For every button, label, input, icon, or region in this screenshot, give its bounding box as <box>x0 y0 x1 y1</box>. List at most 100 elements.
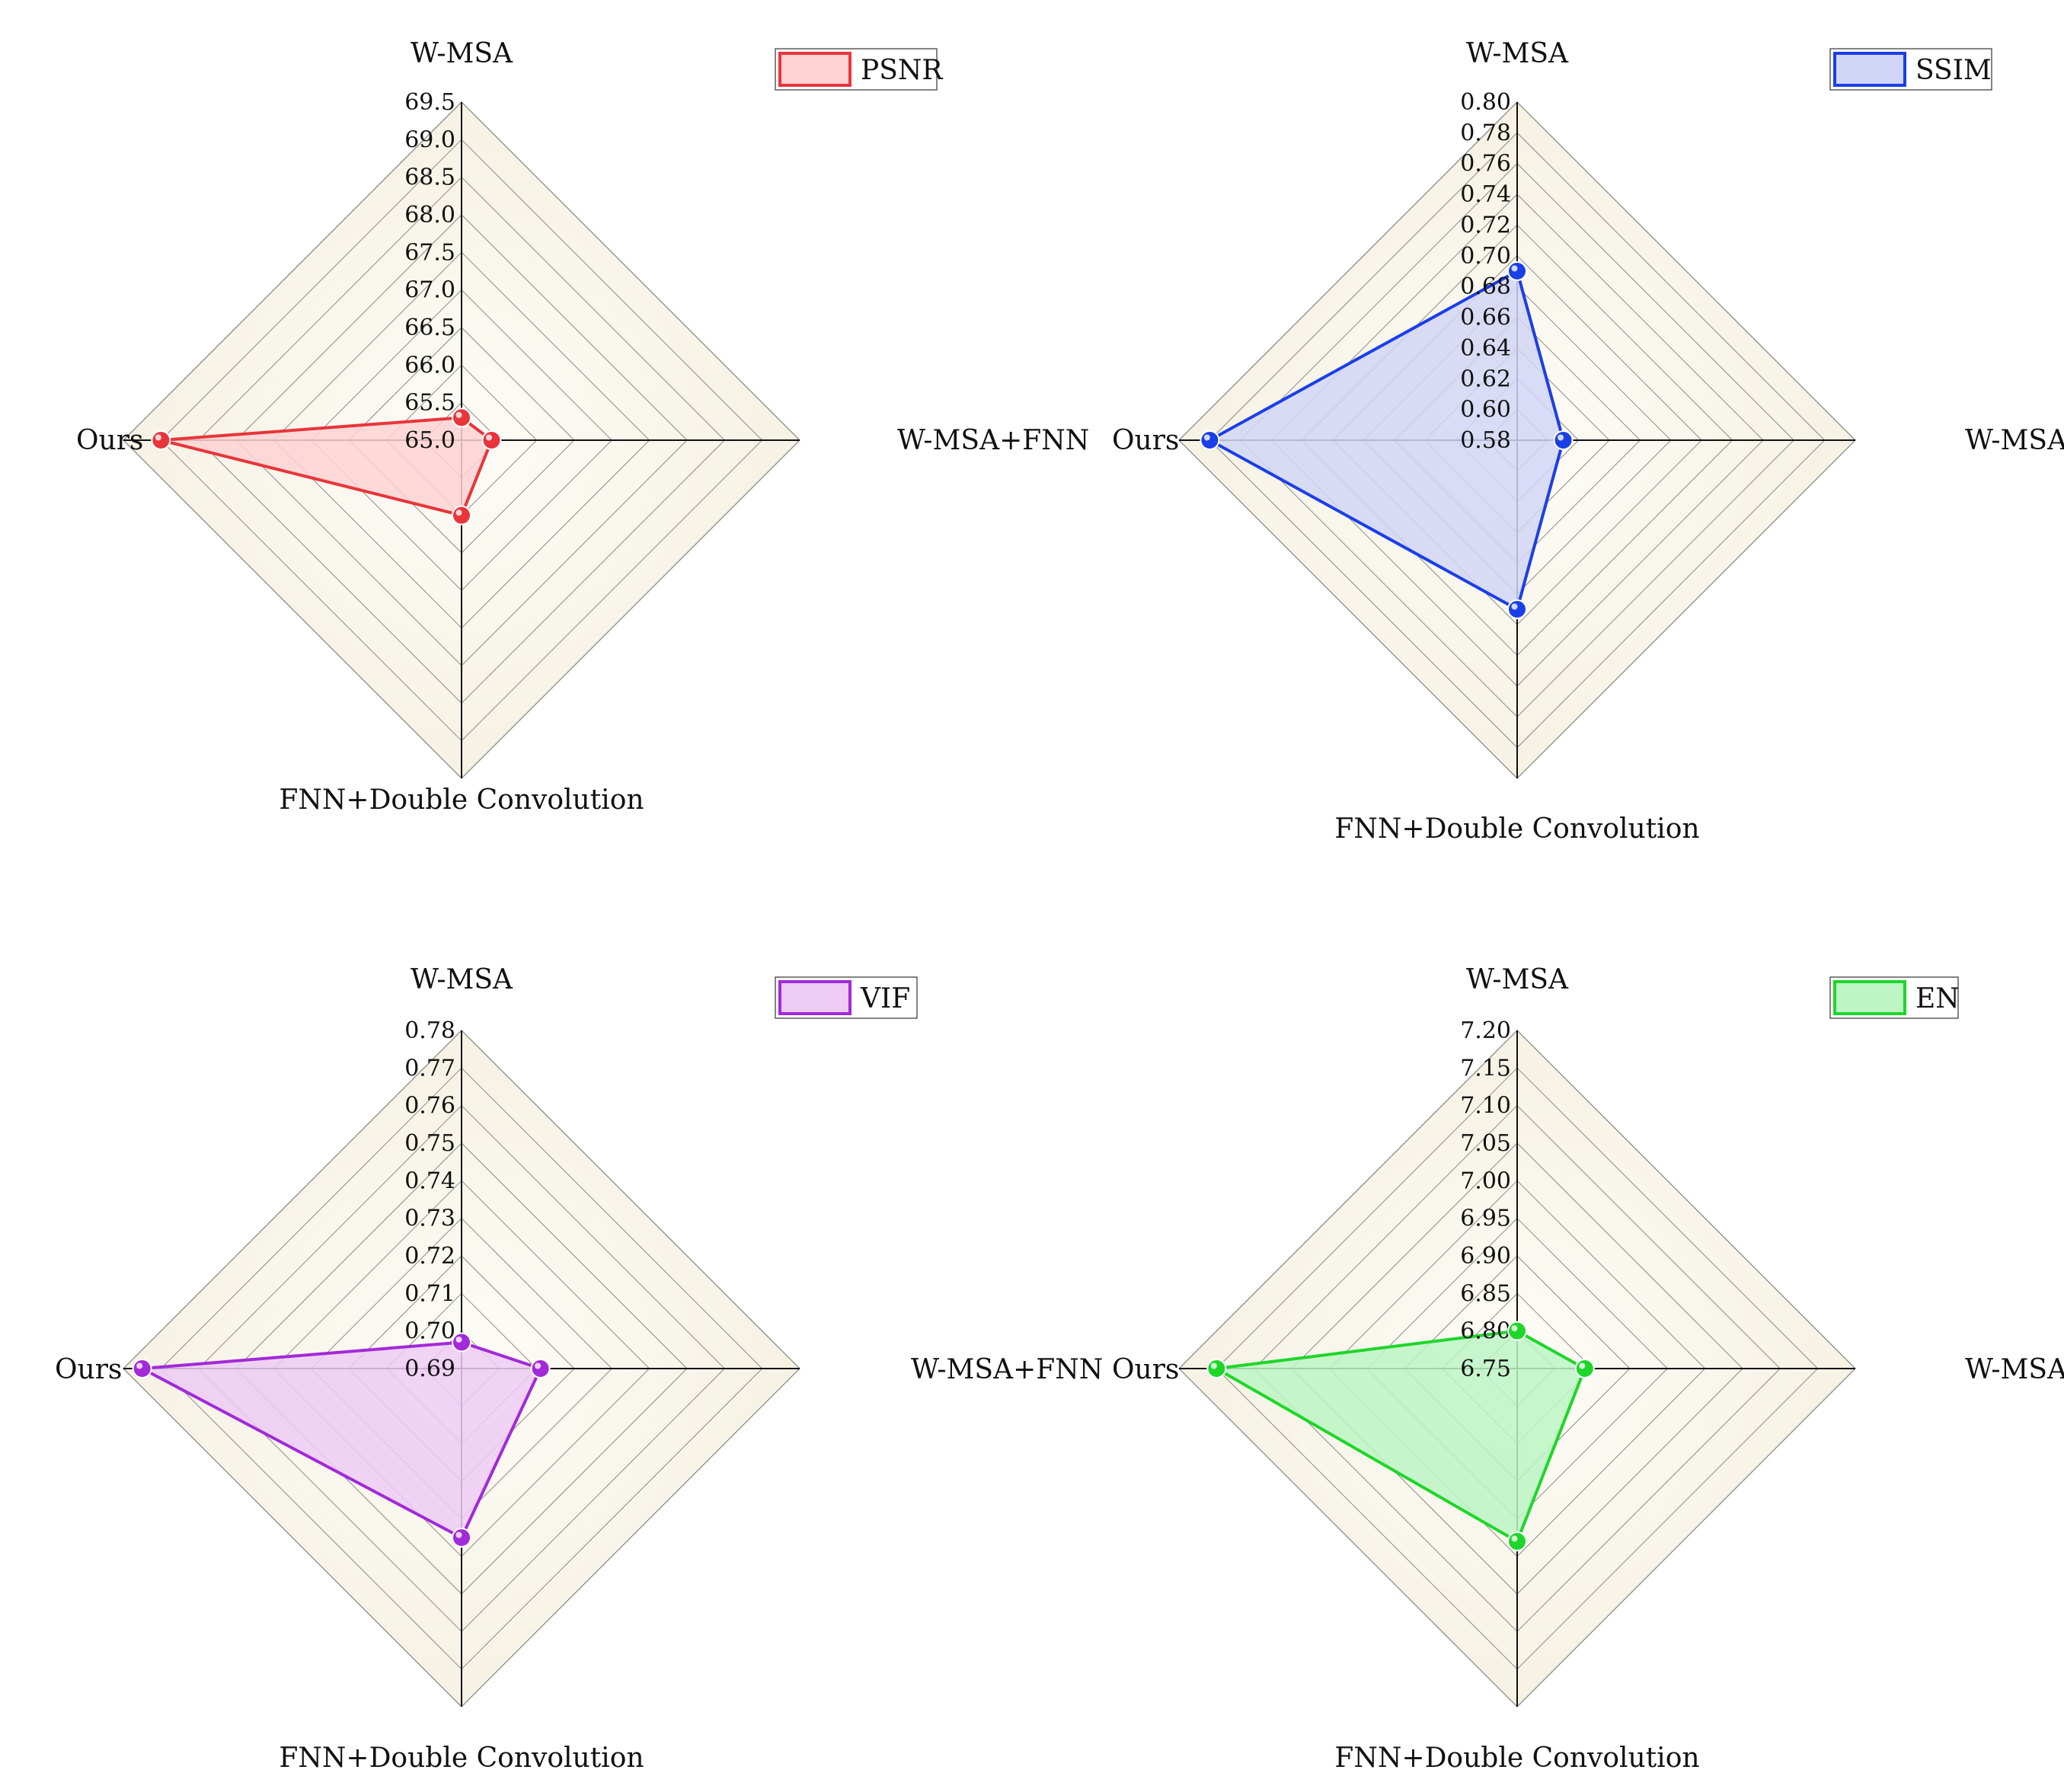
tick-label: 0.72 <box>404 1243 455 1270</box>
data-point-highlight <box>485 434 492 441</box>
data-point-highlight <box>155 434 161 441</box>
tick-label: 0.70 <box>404 1318 455 1345</box>
legend-label: SSIM <box>1915 55 1992 86</box>
axis-label-w-msa: W-MSA <box>1466 964 1569 995</box>
data-point-w-msa-fnn <box>481 430 502 450</box>
radar-panel-en: 6.75 6.80 6.85 6.90 6.95 7.00 7.05 7.10 7.15 7.20… <box>1112 964 2064 1774</box>
data-point-highlight <box>1511 603 1518 610</box>
axis-label-w-msa: W-MSA <box>411 38 513 69</box>
data-point-fnn-double-convolution <box>452 505 471 525</box>
legend: VIF <box>775 976 918 1019</box>
tick-label: 0.70 <box>1460 243 1511 270</box>
tick-label: 7.15 <box>1460 1055 1511 1081</box>
tick-label: 66.5 <box>404 315 455 341</box>
data-point-w-msa <box>452 1332 471 1353</box>
tick-label: 0.71 <box>404 1280 455 1307</box>
tick-label: 67.0 <box>404 277 455 304</box>
tick-label: 6.90 <box>1460 1243 1511 1270</box>
tick-label: 7.00 <box>1460 1168 1511 1194</box>
tick-label: 6.80 <box>1460 1318 1511 1345</box>
tick-label: 6.85 <box>1460 1280 1511 1307</box>
data-point-w-msa-fnn <box>530 1359 551 1378</box>
legend-swatch <box>778 52 851 87</box>
tick-label: 0.58 <box>1460 427 1511 454</box>
axis-label-ours: Ours <box>1112 425 1179 456</box>
tick-label: 0.74 <box>1460 181 1511 208</box>
tick-label: 0.62 <box>1460 366 1511 392</box>
tick-label: 6.95 <box>1460 1206 1511 1232</box>
data-point-fnn-double-convolution <box>1507 1531 1527 1551</box>
data-point-highlight <box>136 1362 143 1369</box>
tick-label: 0.73 <box>404 1206 455 1232</box>
radar-panel-psnr: 65.0 65.5 66.0 66.5 67.0 67.5 68.0 68.5 69.0 69.5… <box>76 38 1089 816</box>
axis-label-fnn-double-convolution: FNN+Double Convolution <box>279 784 644 816</box>
data-point-ours <box>151 430 171 450</box>
tick-label: 0.72 <box>1460 212 1511 238</box>
tick-label: 0.69 <box>404 1356 455 1382</box>
axis-label-w-msa-fnn: W-MSA+FNN <box>1965 1354 2064 1385</box>
tick-label: 6.75 <box>1460 1356 1511 1382</box>
data-point-highlight <box>1511 1535 1518 1542</box>
axis-label-ours: Ours <box>55 1354 122 1385</box>
tick-label: 7.10 <box>1460 1093 1511 1120</box>
tick-label: 0.64 <box>1460 335 1511 362</box>
legend-label: EN <box>1915 983 1960 1014</box>
axis-label-w-msa: W-MSA <box>411 964 513 995</box>
legend-label: PSNR <box>861 55 943 86</box>
tick-label: 65.0 <box>404 427 455 454</box>
data-point-highlight <box>455 1532 462 1538</box>
data-point-w-msa <box>1507 261 1527 281</box>
legend-swatch <box>1833 980 1906 1015</box>
data-point-fnn-double-convolution <box>452 1528 471 1548</box>
tick-label: 68.5 <box>404 165 455 191</box>
data-point-w-msa <box>452 407 471 428</box>
axis-label-fnn-double-convolution: FNN+Double Convolution <box>279 1742 644 1774</box>
tick-label: 69.0 <box>404 126 455 153</box>
data-point-highlight <box>1203 434 1210 441</box>
tick-label: 0.75 <box>404 1130 455 1157</box>
axis-label-ours: Ours <box>1112 1354 1179 1385</box>
data-point-highlight <box>1210 1362 1217 1369</box>
axis-label-w-msa-fnn: W-MSA+FNN <box>1965 425 2064 456</box>
data-point-ours <box>1200 430 1220 450</box>
legend: PSNR <box>775 48 943 91</box>
tick-label: 0.68 <box>1460 273 1511 300</box>
tick-label: 0.74 <box>404 1168 455 1194</box>
axis-label-ours: Ours <box>76 425 143 456</box>
tick-label: 7.05 <box>1460 1130 1511 1157</box>
data-point-ours <box>1206 1359 1227 1378</box>
tick-label: 0.80 <box>1460 89 1511 116</box>
data-point-w-msa <box>1507 1321 1527 1341</box>
data-point-highlight <box>1511 1325 1518 1332</box>
tick-label: 0.60 <box>1460 397 1511 423</box>
radar-panel-vif: 0.69 0.70 0.71 0.72 0.73 0.74 0.75 0.76 0.77 0.78… <box>55 964 1103 1774</box>
data-point-fnn-double-convolution <box>1507 599 1527 619</box>
legend: EN <box>1829 976 1960 1019</box>
tick-label: 0.78 <box>1460 120 1511 146</box>
data-point-highlight <box>1511 265 1518 272</box>
tick-label: 0.77 <box>404 1055 455 1081</box>
data-point-ours <box>132 1359 152 1378</box>
tick-label: 69.5 <box>404 89 455 116</box>
legend-label: VIF <box>860 983 910 1014</box>
tick-label: 68.0 <box>404 202 455 228</box>
axis-label-w-msa: W-MSA <box>1466 38 1569 69</box>
axis-label-w-msa-fnn: W-MSA+FNN <box>911 1354 1103 1385</box>
tick-label: 0.76 <box>404 1093 455 1120</box>
data-point-w-msa-fnn <box>1553 430 1574 450</box>
tick-label: 65.5 <box>404 390 455 417</box>
tick-label: 0.78 <box>404 1017 455 1044</box>
data-point-highlight <box>455 509 462 516</box>
legend-swatch <box>1833 52 1906 87</box>
tick-label: 0.76 <box>1460 151 1511 177</box>
tick-label: 66.0 <box>404 352 455 379</box>
data-point-highlight <box>1579 1362 1586 1369</box>
axis-label-fnn-double-convolution: FNN+Double Convolution <box>1334 813 1699 845</box>
data-point-highlight <box>1558 434 1564 441</box>
data-point-w-msa-fnn <box>1574 1359 1595 1378</box>
tick-label: 7.20 <box>1460 1017 1511 1044</box>
legend: SSIM <box>1829 48 1992 91</box>
data-point-highlight <box>535 1362 542 1369</box>
tick-label: 0.66 <box>1460 305 1511 331</box>
